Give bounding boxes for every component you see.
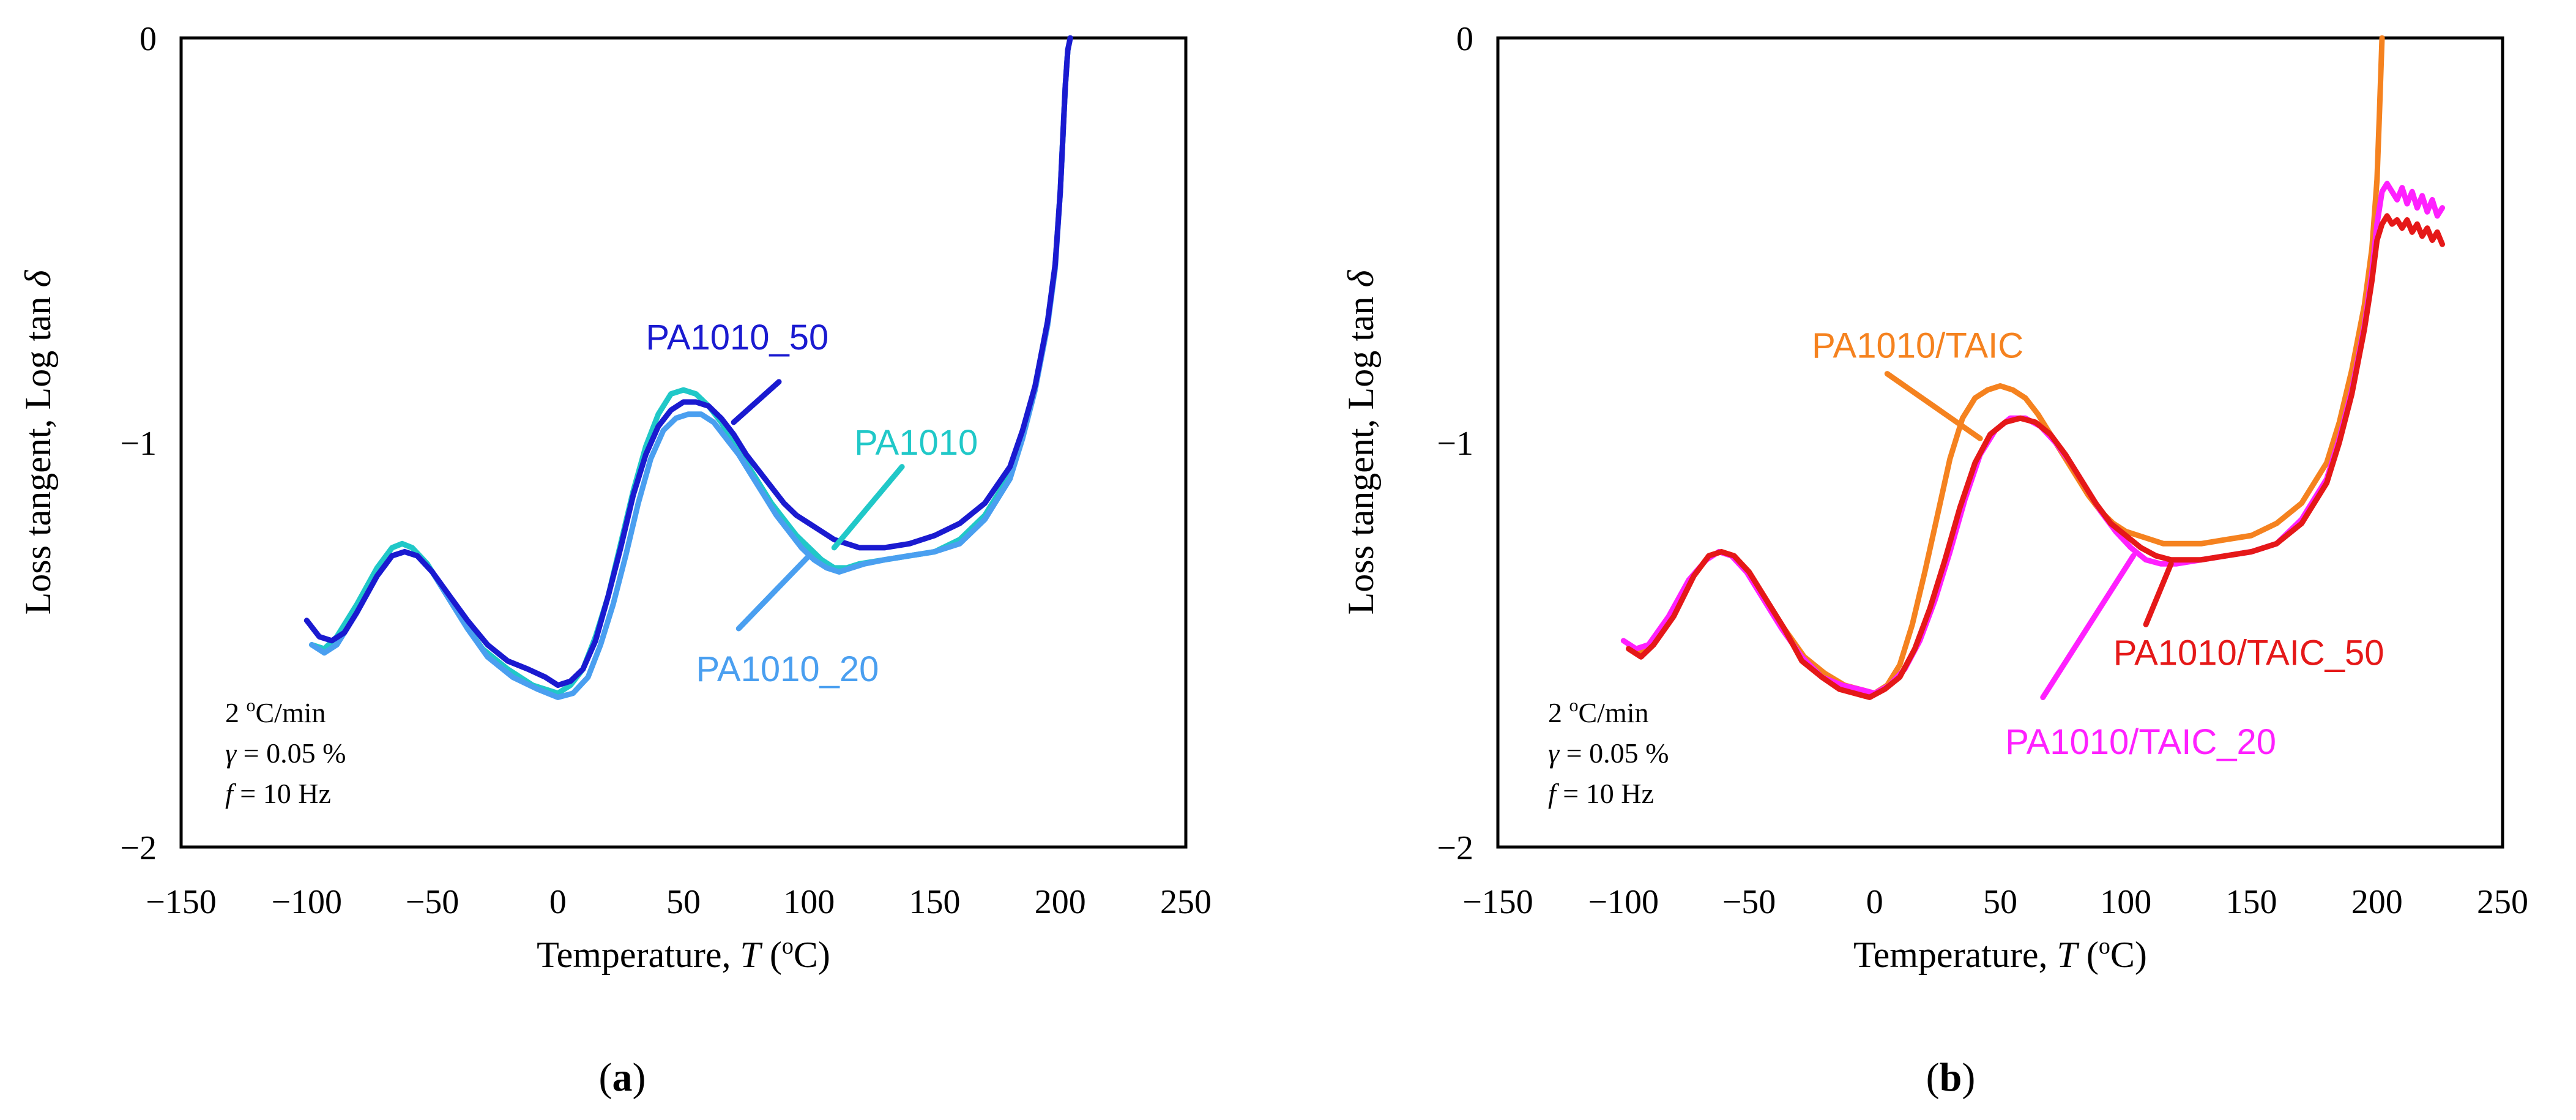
condition-frequency: f = 10 Hz <box>1548 778 1654 809</box>
panel-label-a: (a) <box>599 1055 646 1100</box>
y-tick-label: −2 <box>120 829 157 867</box>
plot-area: PA1010/TAIC PA1010/TAIC_50 PA1010/TAIC_20 <box>1496 35 2504 849</box>
series-label-pa1010-taic: PA1010/TAIC <box>1812 326 2023 365</box>
condition-frequency: f = 10 Hz <box>225 778 331 809</box>
x-tick-labels: −150 −100 −50 0 50 100 150 200 250 <box>1462 883 2528 921</box>
series-line-pa1010-taic <box>1626 35 2385 696</box>
x-tick-label: 0 <box>549 883 567 921</box>
x-tick-label: 50 <box>1983 883 2017 921</box>
condition-rate: 2 oC/min <box>225 695 326 728</box>
x-axis-label: Temperature, T (oC) <box>1853 933 2147 975</box>
x-tick-label: −50 <box>406 883 460 921</box>
x-tick-label: 250 <box>1160 883 1212 921</box>
x-tick-label: −100 <box>1588 883 1659 921</box>
leader-line-pa1010-taic-20 <box>2040 553 2137 700</box>
condition-strain: γ = 0.05 % <box>225 737 346 769</box>
x-tick-label: 150 <box>2226 883 2277 921</box>
x-tick-label: −150 <box>146 883 217 921</box>
series-label-pa1010: PA1010 <box>854 423 978 463</box>
plot-area: PA1010_50 PA1010 PA1010_20 <box>179 35 1188 849</box>
y-tick-label: −1 <box>1437 425 1473 463</box>
series-label-pa1010-20: PA1010_20 <box>696 649 879 689</box>
plot-frame <box>1496 36 2504 849</box>
leader-line-pa1010-taic-50 <box>2143 561 2174 627</box>
series-label-pa1010-taic-50: PA1010/TAIC_50 <box>2113 633 2384 673</box>
x-tick-label: −100 <box>271 883 342 921</box>
leader-line-pa1010-taic <box>1884 371 1983 441</box>
x-tick-label: 100 <box>2100 883 2151 921</box>
series-lines <box>1620 35 2445 700</box>
y-tick-label: −1 <box>120 425 157 463</box>
x-tick-label: 100 <box>783 883 835 921</box>
x-tick-label: 200 <box>1035 883 1086 921</box>
y-tick-labels: 0 −1 −2 <box>1437 20 1473 867</box>
series-lines <box>303 35 1073 700</box>
leader-line-pa1010 <box>831 464 905 551</box>
plot-frame <box>179 36 1188 849</box>
y-axis-label: Loss tangent, Log tan δ <box>18 269 58 614</box>
series-line-pa1010-taic-20 <box>1620 181 2445 696</box>
leader-line-pa1010-20 <box>735 553 812 632</box>
y-axis-label: Loss tangent, Log tan δ <box>1341 269 1381 614</box>
y-tick-label: 0 <box>140 20 157 58</box>
y-tick-labels: 0 −1 −2 <box>120 20 157 867</box>
series-annotations: PA1010_50 PA1010 PA1010_20 <box>646 318 978 689</box>
series-label-pa1010-taic-20: PA1010/TAIC_20 <box>2005 722 2276 762</box>
x-tick-label: 250 <box>2477 883 2528 921</box>
y-tick-label: 0 <box>1456 20 1473 58</box>
series-line-pa1010-50 <box>303 35 1073 689</box>
y-tick-label: −2 <box>1437 829 1473 867</box>
x-tick-label: 150 <box>909 883 961 921</box>
condition-rate: 2 oC/min <box>1548 695 1649 728</box>
x-tick-label: 0 <box>1866 883 1883 921</box>
panel-label-b: (b) <box>1926 1055 1976 1100</box>
x-tick-label: 200 <box>2351 883 2403 921</box>
x-tick-labels: −150 −100 −50 0 50 100 150 200 250 <box>146 883 1212 921</box>
x-axis-label: Temperature, T (oC) <box>537 933 830 975</box>
x-tick-label: −50 <box>1722 883 1776 921</box>
measurement-conditions: 2 oC/min γ = 0.05 % f = 10 Hz <box>225 695 346 809</box>
leader-line-pa1010-50 <box>731 379 782 425</box>
measurement-conditions: 2 oC/min γ = 0.05 % f = 10 Hz <box>1548 695 1669 809</box>
condition-strain: γ = 0.05 % <box>1548 737 1669 769</box>
x-tick-label: −150 <box>1462 883 1533 921</box>
series-label-pa1010-50: PA1010_50 <box>646 318 828 357</box>
series-line-pa1010-taic-50 <box>1626 213 2445 700</box>
series-annotations: PA1010/TAIC PA1010/TAIC_50 PA1010/TAIC_20 <box>1812 326 2384 762</box>
x-tick-label: 50 <box>666 883 701 921</box>
